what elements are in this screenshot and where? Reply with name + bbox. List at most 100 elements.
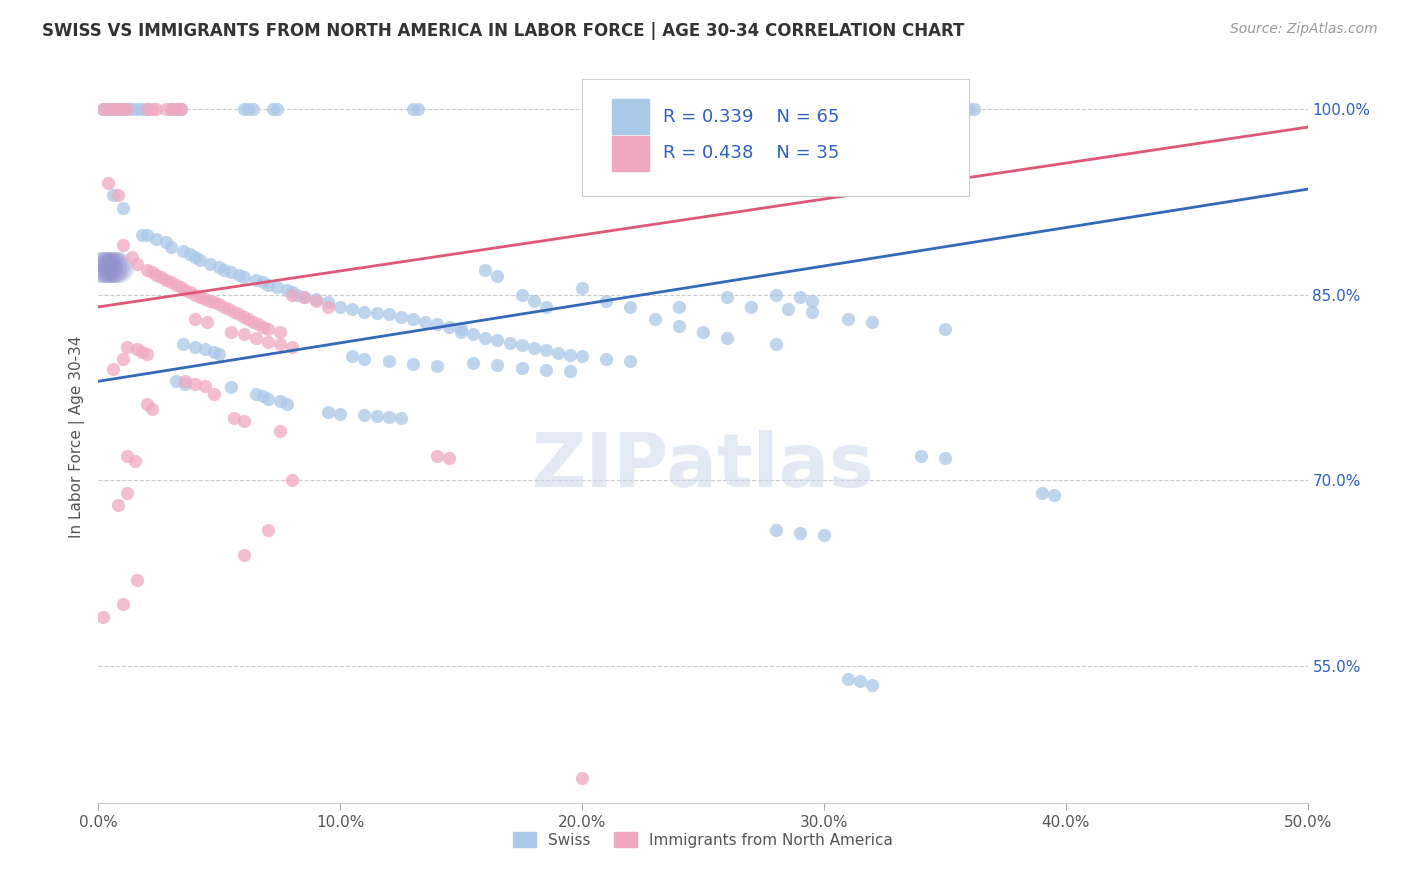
Point (486, 358, 509, 372)
Point (111, 351, 134, 366)
Point (245, 386, 267, 401)
Point (135, 396, 157, 410)
Bar (613, 136, 648, 171)
Point (135, 227, 157, 242)
Point (165, 102, 187, 116)
Point (837, 672, 859, 686)
Point (510, 287, 533, 301)
Point (252, 275, 274, 289)
Point (212, 300, 235, 314)
Point (222, 411, 245, 425)
Point (232, 327, 254, 342)
Point (101, 362, 124, 376)
Point (252, 389, 274, 403)
Point (256, 334, 278, 349)
Point (281, 340, 304, 354)
Point (668, 300, 690, 314)
Point (111, 598, 134, 612)
Point (256, 277, 278, 292)
Point (426, 449, 449, 463)
Point (305, 293, 328, 308)
Y-axis label: In Labor Force | Age 30-34: In Labor Force | Age 30-34 (69, 335, 86, 539)
Point (160, 275, 183, 289)
Point (276, 283, 298, 297)
Point (232, 414, 254, 428)
Point (101, 260, 124, 275)
Point (101, 102, 124, 116)
Point (169, 280, 191, 294)
Point (498, 335, 520, 350)
Point (281, 287, 304, 301)
Point (204, 295, 226, 310)
Text: R = 0.438    N = 35: R = 0.438 N = 35 (664, 145, 839, 162)
Point (547, 345, 569, 359)
Point (208, 297, 231, 311)
Point (121, 102, 143, 116)
Point (242, 102, 264, 116)
Point (523, 341, 546, 355)
Point (252, 319, 274, 334)
Point (117, 102, 139, 116)
Point (353, 408, 375, 422)
Point (765, 337, 787, 351)
Point (474, 262, 496, 277)
Point (245, 331, 267, 345)
Point (127, 573, 149, 587)
Point (316, 295, 339, 310)
Point (232, 548, 254, 562)
Point (107, 102, 129, 116)
Point (247, 318, 270, 332)
Point (111, 102, 134, 116)
Point (232, 102, 254, 116)
Point (155, 102, 177, 116)
Point (91, 102, 114, 116)
Point (208, 260, 231, 275)
Point (131, 227, 153, 242)
Point (934, 322, 956, 336)
Point (91, 610, 114, 624)
Point (117, 102, 139, 116)
Point (413, 315, 436, 329)
Point (141, 401, 163, 416)
Point (276, 396, 298, 410)
Point (619, 300, 641, 314)
Text: Source: ZipAtlas.com: Source: ZipAtlas.com (1230, 22, 1378, 37)
Point (366, 306, 388, 320)
Point (184, 287, 207, 301)
Point (169, 102, 191, 116)
Point (716, 290, 738, 304)
Point (208, 347, 231, 361)
Point (342, 302, 364, 317)
Point (131, 102, 153, 116)
Point (262, 102, 284, 116)
Point (292, 290, 315, 304)
Point (813, 528, 835, 542)
Point (221, 380, 243, 394)
Text: SWISS VS IMMIGRANTS FROM NORTH AMERICA IN LABOR FORCE | AGE 30-34 CORRELATION CH: SWISS VS IMMIGRANTS FROM NORTH AMERICA I… (42, 22, 965, 40)
Point (571, 350, 593, 364)
Point (342, 350, 364, 364)
Point (117, 340, 139, 354)
Point (316, 300, 339, 314)
Point (377, 307, 399, 321)
Point (437, 451, 460, 466)
Point (426, 318, 449, 332)
Point (558, 364, 581, 378)
Point (179, 285, 201, 299)
Point (450, 322, 472, 336)
Point (1042, 488, 1064, 502)
Point (389, 310, 412, 324)
Point (188, 252, 211, 267)
Point (849, 674, 872, 689)
Point (184, 340, 207, 354)
Text: R = 0.339    N = 65: R = 0.339 N = 65 (664, 108, 839, 126)
Point (91, 102, 114, 116)
Point (269, 394, 291, 409)
Point (204, 386, 226, 401)
Point (437, 319, 460, 334)
Point (90, 260, 112, 275)
Point (97, 176, 120, 190)
Point (837, 312, 859, 326)
Point (97, 102, 120, 116)
Point (292, 290, 315, 304)
